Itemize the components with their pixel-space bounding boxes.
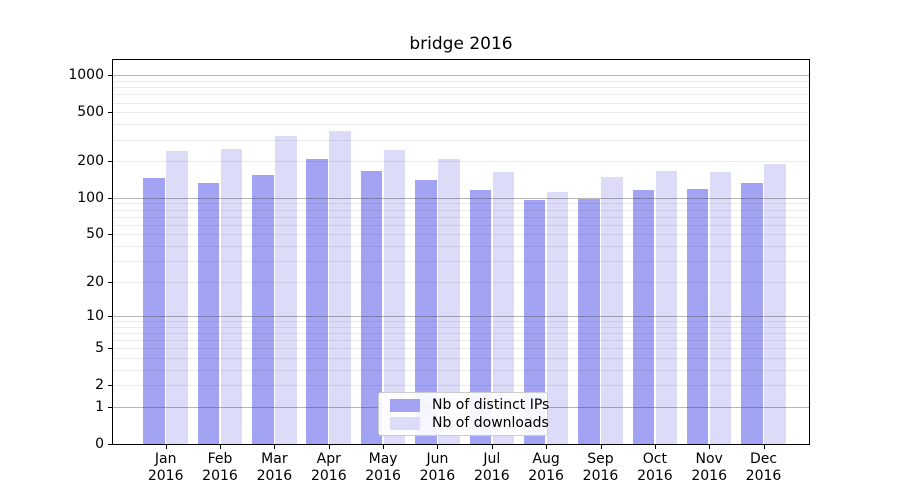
bar-downloads-mar (275, 135, 297, 444)
bar-distinct-ips-oct (632, 189, 655, 444)
y-tick-label-2: 2 (95, 377, 104, 394)
x-tick-mark-feb (220, 445, 221, 449)
y-tick-mark-100 (107, 197, 113, 199)
bar-downloads-apr (329, 131, 351, 444)
gridline-minor-800 (113, 87, 809, 89)
x-tick-label-feb: Feb 2016 (202, 451, 238, 484)
y-tick-label-50: 50 (86, 226, 104, 243)
chart-title: bridge 2016 (409, 34, 513, 54)
bar-distinct-ips-jul (469, 189, 492, 444)
gridline-minor-200 (113, 161, 809, 162)
bar-distinct-ips-aug (523, 199, 546, 444)
y-tick-mark-10 (107, 316, 113, 318)
y-tick-label-1000: 1000 (68, 67, 104, 84)
y-tick-mark-1 (107, 407, 113, 408)
x-tick-label-apr: Apr 2016 (310, 451, 347, 484)
y-tick-mark-200 (107, 161, 113, 162)
y-tick-mark-50 (107, 234, 113, 236)
y-tick-label-100: 100 (77, 189, 104, 206)
x-tick-mark-mar (274, 445, 276, 449)
bar-downloads-jan (166, 151, 188, 444)
y-tick-label-1: 1 (95, 399, 104, 415)
x-tick-mark-jan (165, 445, 167, 449)
y-tick-mark-1000 (107, 75, 113, 77)
x-tick-label-oct: Oct 2016 (637, 451, 673, 484)
x-tick-label-nov: Nov 2016 (691, 451, 727, 484)
bar-distinct-ips-jan (143, 178, 165, 444)
x-tick-label-dec: Dec 2016 (745, 451, 782, 484)
bar-downloads-feb (220, 148, 243, 444)
legend-item-distinct-ips: Nb of distinct IPs (385, 397, 549, 413)
x-tick-mark-sep (600, 445, 602, 449)
gridline-minor-600 (113, 102, 809, 104)
x-tick-label-mar: Mar 2016 (256, 451, 293, 484)
y-tick-mark-20 (107, 281, 113, 283)
legend: Nb of distinct IPs Nb of downloads (378, 392, 549, 436)
legend-item-downloads: Nb of downloads (385, 415, 549, 431)
x-tick-label-may: May 2016 (365, 451, 401, 484)
legend-swatch-downloads (390, 416, 420, 430)
gridline-minor-300 (113, 139, 809, 141)
gridline-minor-700 (113, 94, 809, 96)
gridline-major-1000 (113, 75, 809, 77)
legend-label: Nb of downloads (432, 415, 549, 431)
x-tick-label-sep: Sep 2016 (582, 451, 619, 484)
bar-downloads-jul (492, 172, 515, 444)
bar-distinct-ips-jun (415, 180, 437, 444)
bar-distinct-ips-dec (741, 182, 763, 444)
x-tick-mark-aug (546, 445, 548, 449)
gridline-minor-900 (113, 81, 809, 82)
x-tick-mark-jul (491, 445, 493, 449)
x-tick-mark-nov (709, 445, 711, 449)
bar-downloads-oct (655, 171, 678, 444)
x-tick-mark-dec (763, 445, 765, 449)
y-tick-label-20: 20 (86, 273, 104, 290)
bar-downloads-dec (764, 164, 786, 444)
bar-distinct-ips-sep (578, 199, 600, 444)
bar-distinct-ips-feb (197, 182, 220, 444)
legend-swatch-distinct-ips (390, 398, 420, 412)
y-tick-mark-500 (107, 112, 113, 114)
bar-downloads-nov (709, 172, 732, 444)
y-tick-mark-0 (107, 444, 113, 445)
bar-distinct-ips-may (360, 170, 383, 444)
gridline-minor-400 (113, 124, 809, 126)
y-tick-label-5: 5 (95, 340, 104, 357)
bar-distinct-ips-nov (686, 189, 709, 444)
gridline-minor-500 (113, 112, 809, 114)
bar-distinct-ips-mar (252, 174, 274, 444)
y-tick-label-0: 0 (95, 436, 104, 452)
bar-downloads-jun (438, 158, 460, 444)
legend-label: Nb of distinct IPs (432, 397, 550, 413)
x-tick-label-jul: Jul 2016 (473, 451, 510, 484)
x-tick-label-jun: Jun 2016 (419, 451, 456, 484)
bar-downloads-may (383, 149, 406, 444)
x-tick-mark-apr (328, 445, 330, 449)
bar-downloads-aug (546, 191, 569, 444)
y-tick-label-10: 10 (86, 308, 104, 325)
bar-distinct-ips-apr (306, 158, 328, 444)
x-tick-mark-may (383, 445, 385, 449)
y-tick-mark-5 (107, 348, 113, 350)
y-tick-label-500: 500 (77, 104, 104, 121)
x-tick-label-aug: Aug 2016 (528, 451, 564, 484)
y-tick-label-200: 200 (77, 153, 104, 169)
x-tick-mark-jun (437, 445, 439, 449)
y-tick-mark-2 (107, 385, 113, 387)
bar-downloads-sep (601, 176, 623, 444)
x-tick-mark-oct (654, 445, 656, 449)
x-tick-label-jan: Jan 2016 (147, 451, 184, 484)
